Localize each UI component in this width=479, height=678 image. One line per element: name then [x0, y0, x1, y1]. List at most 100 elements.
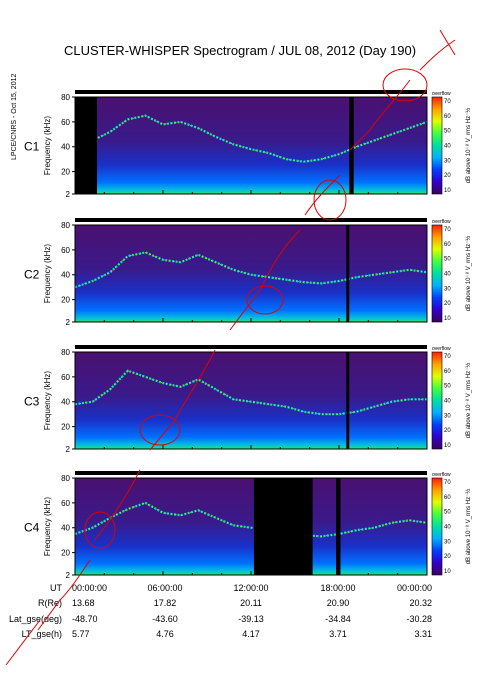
panel-c1: 80 60 40 20 2 Frequency (kHz)C1 overflow 70 60 50… [24, 90, 472, 199]
y-tick-label: 2 [66, 190, 71, 199]
watermark-loop [84, 511, 116, 549]
colorbar [431, 96, 443, 195]
colorbar-tick-label: 60 [444, 242, 451, 248]
table-cell: 3.71 [329, 629, 347, 639]
panel-c2: 80 60 40 20 2 Frequency (kHz)C2 overflow 70 60 50… [24, 218, 472, 327]
colorbar-tick-label: 70 [444, 480, 451, 486]
y-tick-label: 2 [66, 318, 71, 327]
table-cell: 00:00:00 [397, 583, 432, 593]
data-gap [346, 352, 350, 449]
colorbar-tick-label: 60 [444, 495, 451, 501]
watermark-stroke [5, 29, 456, 666]
colorbar-tick-label: 20 [444, 428, 451, 434]
spectrogram-body [75, 97, 427, 194]
table-cell: -39.13 [238, 614, 264, 624]
colorbar-tick-label: 40 [444, 399, 451, 405]
panel-top-bar [75, 218, 427, 222]
colorbar-tick-label: 10 [444, 443, 451, 449]
y-axis-label: Frequency (kHz) [43, 497, 52, 556]
watermark-loop [139, 414, 181, 446]
table-row-label: LT_gse(h) [22, 629, 62, 639]
colorbar-tick-label: 40 [444, 525, 451, 531]
colorbar-tick-label: 10 [444, 569, 451, 575]
panel-top-bar [75, 90, 427, 94]
colorbar-tick-label: 20 [444, 554, 451, 560]
plasma-frequency-line [74, 501, 428, 538]
table-cell: 20.32 [409, 598, 432, 608]
colorbar-tick-label: 70 [444, 354, 451, 360]
panel-top-bar [75, 471, 427, 475]
y-tick-label: 80 [61, 93, 70, 102]
table-cell: 18:00:00 [320, 583, 355, 593]
colorbar-tick-label: 20 [444, 173, 451, 179]
y-tick-label: 40 [61, 524, 70, 533]
y-tick-label: 20 [61, 423, 70, 432]
table-cell: 5.77 [72, 629, 90, 639]
colorbar-tick-label: 30 [444, 158, 451, 164]
plasma-frequency-line [74, 369, 427, 416]
y-axis-label: Frequency (kHz) [43, 371, 52, 430]
table-cell: 20.11 [240, 598, 262, 608]
y-tick-label: 80 [61, 221, 70, 230]
data-gap [336, 478, 341, 575]
plasma-frequency-highlight [74, 115, 428, 163]
data-gap [75, 97, 97, 194]
watermark-loop [246, 285, 284, 315]
watermark-loop [313, 179, 347, 221]
plasma-frequency-line [74, 251, 428, 289]
spectrogram-body [75, 225, 427, 322]
colorbar-tick-label: 10 [444, 316, 451, 322]
colorbar-overflow-label: overflow [432, 346, 451, 352]
table-cell: -48.70 [72, 614, 98, 624]
table-cell: 00:00:00 [72, 583, 107, 593]
table-row-label: Lat_gse(deg) [9, 614, 62, 624]
orbit-table: UT 00:00:00 06:00:00 12:00:00 18:00:00 00:00:… [9, 583, 432, 639]
colorbar-overflow-label: overflow [432, 91, 451, 97]
colorbar-tick-label: 20 [444, 301, 451, 307]
colorbar-tick-label: 30 [444, 539, 451, 545]
y-tick-label: 20 [61, 168, 70, 177]
y-tick-label: 60 [61, 373, 70, 382]
watermark-loop [382, 68, 428, 102]
y-tick-label: 80 [61, 348, 70, 357]
colorbar-tick-label: 70 [444, 99, 451, 105]
table-cell: 4.17 [242, 629, 260, 639]
table-cell: -43.60 [152, 614, 178, 624]
table-cell: -34.84 [325, 614, 351, 624]
colorbar [431, 351, 443, 450]
y-tick-label: 40 [61, 271, 70, 280]
y-axis-label: Frequency (kHz) [43, 244, 52, 303]
colorbar-tick-label: 10 [444, 188, 451, 194]
panel-c4: 80 60 40 20 2 Frequency (kHz)C4 overflow 70 60 50… [24, 471, 472, 580]
colorbar-label: dB above 10⁻⁸ V_rms Hz⁻½ [465, 489, 472, 565]
colorbar-tick-label: 60 [444, 114, 451, 120]
table-cell: 13.68 [72, 598, 95, 608]
colorbar [431, 224, 443, 323]
colorbar-tick-label: 70 [444, 227, 451, 233]
colorbar [431, 477, 443, 576]
panel-name: C2 [24, 268, 40, 282]
y-tick-label: 60 [61, 118, 70, 127]
colorbar-tick-label: 30 [444, 413, 451, 419]
table-cell: 17.82 [154, 598, 177, 608]
panel-top-bar [75, 345, 427, 349]
y-axis-label: Frequency (kHz) [43, 116, 52, 175]
side-label: LPCE/CNRS - Oct 15, 2012 [11, 74, 18, 160]
panel-name: C4 [24, 521, 40, 535]
table-cell: -30.28 [406, 614, 432, 624]
data-gap [253, 478, 313, 575]
y-tick-label: 20 [61, 549, 70, 558]
chart-title: CLUSTER-WHISPER Spectrogram / JUL 08, 20… [64, 43, 416, 58]
panel-c3: 80 60 40 20 2 Frequency (kHz)C3 overflow 70 60 50… [24, 345, 472, 454]
data-gap [346, 225, 350, 322]
y-tick-label: 2 [66, 571, 71, 580]
colorbar-tick-label: 50 [444, 257, 451, 263]
table-cell: 20.90 [327, 598, 350, 608]
table-row-label: UT [50, 583, 62, 593]
colorbar-label: dB above 10⁻⁸ V_rms Hz⁻½ [465, 236, 472, 312]
y-tick-label: 20 [61, 296, 70, 305]
y-tick-label: 40 [61, 143, 70, 152]
table-cell: 06:00:00 [147, 583, 182, 593]
